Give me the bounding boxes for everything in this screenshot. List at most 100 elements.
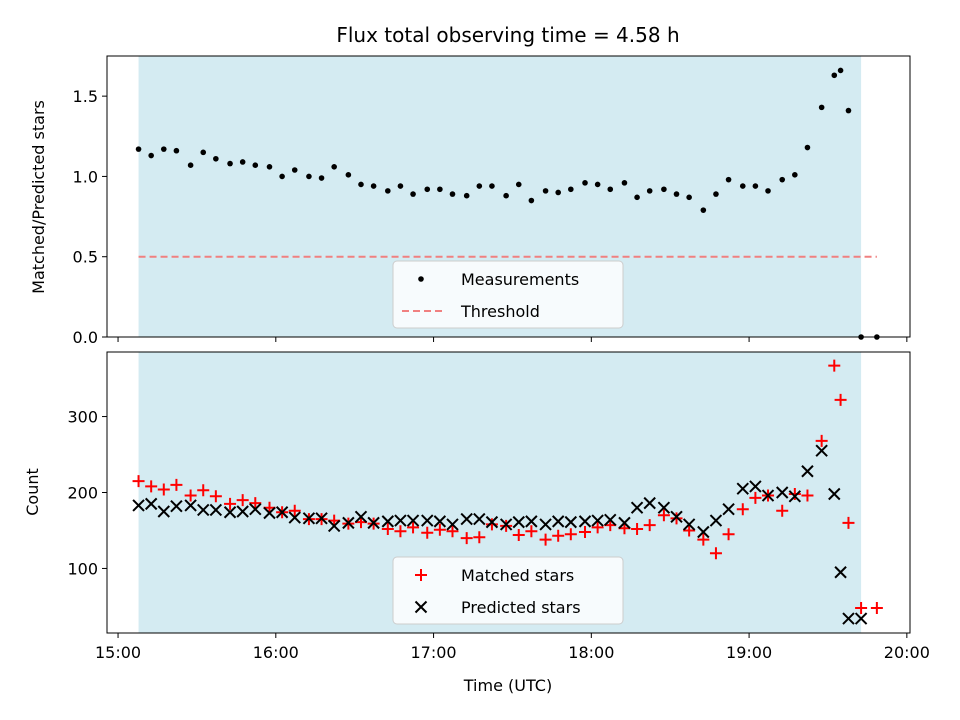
data-point [725,176,732,183]
data-point [564,528,577,541]
data-point [709,514,723,527]
data-point [855,601,868,614]
data-point [489,183,495,189]
legend: Measurements Threshold [392,260,624,329]
legend-label: Measurements [461,270,579,289]
data-point [394,525,407,538]
plot-frame [106,55,911,338]
data-point [385,188,391,194]
data-point [700,207,707,213]
y-tick-label: 0.5 [73,248,98,267]
data-point [657,501,671,514]
data-point [485,518,498,531]
legend-box [392,556,624,625]
data-point [132,499,145,512]
data-point [275,506,289,519]
data-point [646,188,653,194]
data-point [713,191,719,197]
data-point [354,510,368,524]
data-point [682,518,696,531]
data-point [542,188,549,194]
data-point [485,515,499,529]
y-tick-label: 1.5 [73,87,98,106]
data-point [370,183,377,189]
data-point [239,159,246,165]
top-y-axis-label: Matched/Predicted stars [29,100,48,294]
data-point [187,162,194,168]
legend-box [392,260,624,329]
data-point [252,162,259,168]
data-point [749,480,762,493]
data-point [761,489,775,502]
data-point [157,505,171,518]
data-point [381,522,394,535]
data-point [661,186,667,193]
data-point [381,515,395,528]
data-point [433,515,447,528]
data-point [406,514,420,527]
data-point [831,72,838,79]
data-point [801,489,814,502]
data-point [634,194,640,201]
data-point [500,519,513,532]
legend-marker [415,569,427,581]
data-point [421,514,434,527]
data-point [266,163,273,170]
data-point [643,496,656,510]
data-point [686,194,692,201]
data-point [424,186,431,193]
data-point [568,186,574,193]
bottom-panel: 100 200 300 15:00 16:00 17:00 18:00 19:00 20:00 M… [67,351,930,662]
y-tick-label: 200 [67,484,98,503]
data-point [804,144,811,151]
legend-marker [414,600,428,614]
data-point [236,494,249,507]
data-point [460,532,473,545]
data-point [697,525,710,539]
data-point [591,514,604,527]
y-tick-label: 0.0 [73,328,98,347]
data-point [837,67,844,74]
data-point [697,533,710,546]
data-point [170,499,183,513]
data-point [197,503,210,517]
data-point [302,512,316,525]
x-tick-label: 18:00 [568,643,614,662]
data-point [801,465,814,478]
data-point [433,523,446,536]
data-point [673,191,680,197]
data-point [358,181,364,188]
data-point [736,503,749,516]
data-point [739,183,746,189]
data-point [367,516,380,530]
data-point [170,478,183,491]
data-point [213,155,219,162]
data-point [291,167,298,173]
data-point [834,566,847,579]
data-point [449,191,456,197]
bottom-y-axis-label: Count [23,468,42,516]
legend-label: Threshold [460,302,540,321]
data-point [539,533,552,546]
data-point [630,501,644,514]
data-point [421,526,434,539]
data-point [515,181,522,188]
legend-marker [418,276,424,282]
data-point [815,434,828,447]
data-point [148,152,154,159]
data-point [410,191,416,197]
data-point [200,149,207,156]
data-point [736,482,749,495]
data-point [446,518,459,531]
data-point [564,515,578,529]
data-point [394,514,407,527]
data-point [779,176,786,183]
series-measurements [135,67,880,340]
x-axis-label: Time (UTC) [463,676,552,695]
data-point [579,525,592,538]
data-point [407,521,420,534]
data-point [135,146,142,152]
data-point [184,499,197,512]
data-point [845,107,852,114]
x-tick-label: 15:00 [95,643,141,662]
